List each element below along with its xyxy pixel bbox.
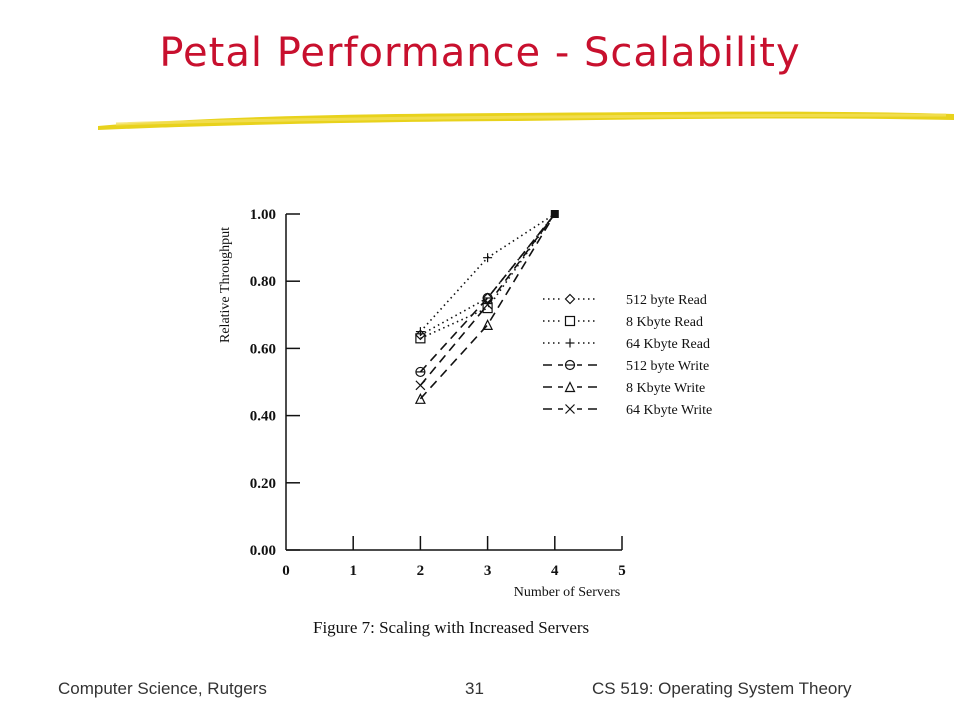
series-line-3: [419, 213, 556, 333]
x-tick-label: 2: [417, 563, 425, 579]
data-point-s5-2: [482, 319, 494, 330]
series-line-1: [420, 213, 556, 336]
y-tick-label: 0.20: [250, 476, 276, 492]
y-tick-label: 0.40: [250, 409, 276, 425]
page-number: 31: [465, 679, 484, 698]
footer-institution: Computer Science, Rutgers: [58, 679, 267, 698]
x-tick-label: 1: [349, 563, 357, 579]
legend-marker-bg: [563, 293, 577, 305]
series-line-4: [419, 213, 556, 373]
legend-marker-2: [564, 315, 576, 327]
data-point-s6-2: [482, 299, 493, 310]
converged-end-point: [550, 210, 559, 218]
y-axis-label: Relative Throughput: [218, 227, 233, 343]
footer-course: CS 519: Operating System Theory: [592, 679, 852, 698]
legend-marker-6: [565, 404, 575, 414]
legend-marker-4: [564, 359, 576, 371]
data-point-s3-1: [415, 327, 425, 337]
legend-label-5: 8 Kbyte Write: [626, 381, 705, 396]
y-tick-label: 0.00: [250, 543, 276, 559]
series-line-6: [419, 213, 556, 386]
x-tick-label: 5: [618, 563, 626, 579]
data-point-s5-1: [414, 392, 426, 404]
legend-marker-3: [565, 338, 575, 348]
x-tick-label: 4: [551, 563, 559, 579]
y-tick-label: 0.80: [250, 274, 276, 290]
axes: 0.00 0.20 0.40 0.60 0.80 1.00 0 1 2 3 4 5: [250, 207, 626, 579]
series-line-2: [420, 213, 556, 340]
figure-caption: Figure 7: Scaling with Increased Servers: [313, 618, 590, 637]
data-point-s3-2: [483, 253, 493, 263]
legend-marker-bg: [563, 315, 577, 327]
y-tick-label: 1.00: [250, 207, 276, 223]
legend-label-1: 512 byte Read: [626, 293, 707, 308]
legend: 512 byte Read 8 Kbyte Read 64 Kbyte Read 51…: [543, 293, 712, 418]
legend-label-6: 64 Kbyte Write: [626, 403, 712, 418]
legend-label-4: 512 byte Write: [626, 359, 709, 374]
legend-label-3: 64 Kbyte Read: [626, 337, 710, 352]
slide-title: Petal Performance - Scalability: [159, 30, 801, 76]
series-layer: [414, 210, 559, 404]
x-tick-label: 3: [484, 563, 492, 579]
data-point-s4-1: [415, 366, 426, 378]
legend-marker-5: [564, 381, 576, 393]
title-underline-brush: [98, 111, 954, 130]
data-point-s6-1: [415, 380, 426, 391]
y-tick-label: 0.60: [250, 341, 276, 357]
x-axis-label: Number of Servers: [514, 585, 621, 600]
legend-marker-1: [564, 293, 576, 305]
legend-label-2: 8 Kbyte Read: [626, 315, 703, 330]
x-tick-label: 0: [282, 563, 290, 579]
series-line-5: [419, 213, 556, 400]
